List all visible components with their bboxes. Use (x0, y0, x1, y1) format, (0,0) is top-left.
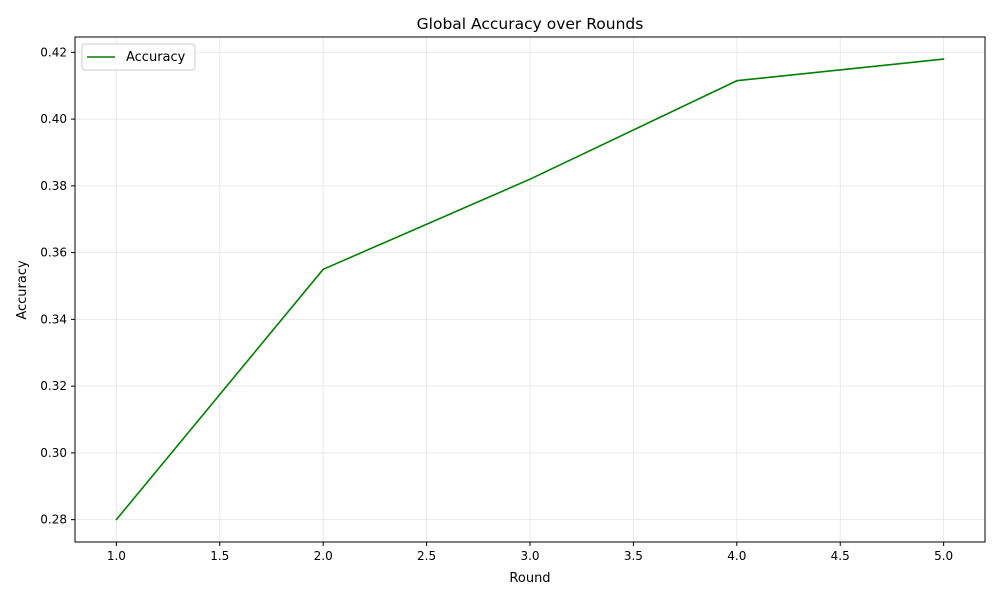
x-axis: 1.0 1.5 2.0 2.5 3.0 3.5 4.0 4.5 5.0 (107, 542, 953, 563)
x-axis-label: Round (509, 571, 550, 586)
y-tick-label: 0.36 (40, 246, 67, 260)
y-axis: 0.28 0.30 0.32 0.34 0.36 0.38 0.40 0.42 (40, 45, 75, 527)
y-tick-label: 0.38 (40, 179, 67, 193)
x-tick-label: 5.0 (934, 549, 953, 563)
data-point (115, 518, 118, 521)
x-tick-label: 1.5 (210, 549, 229, 563)
chart-title: Global Accuracy over Rounds (417, 15, 644, 33)
x-tick-label: 3.0 (520, 549, 539, 563)
x-tick-label: 4.0 (727, 549, 746, 563)
x-tick-label: 4.5 (831, 549, 850, 563)
series-layer (115, 58, 945, 521)
legend-label: Accuracy (126, 50, 186, 65)
data-point (322, 268, 324, 271)
data-point (942, 58, 945, 60)
legend-box (81, 43, 196, 71)
x-tick-label: 1.0 (107, 549, 126, 563)
y-tick-label: 0.40 (40, 112, 67, 126)
y-tick-label: 0.42 (40, 45, 67, 59)
grid (75, 37, 985, 542)
y-tick-label: 0.32 (40, 379, 67, 393)
x-tick-label: 2.5 (417, 549, 436, 563)
y-tick-label: 0.34 (40, 312, 67, 326)
x-tick-label: 2.0 (314, 549, 333, 563)
x-tick-label: 3.5 (624, 549, 643, 563)
data-point (529, 178, 531, 180)
y-axis-label: Accuracy (15, 260, 30, 320)
y-tick-label: 0.28 (40, 513, 67, 527)
data-point (736, 79, 738, 82)
y-tick-label: 0.30 (40, 446, 67, 460)
legend: Accuracy (81, 43, 196, 71)
